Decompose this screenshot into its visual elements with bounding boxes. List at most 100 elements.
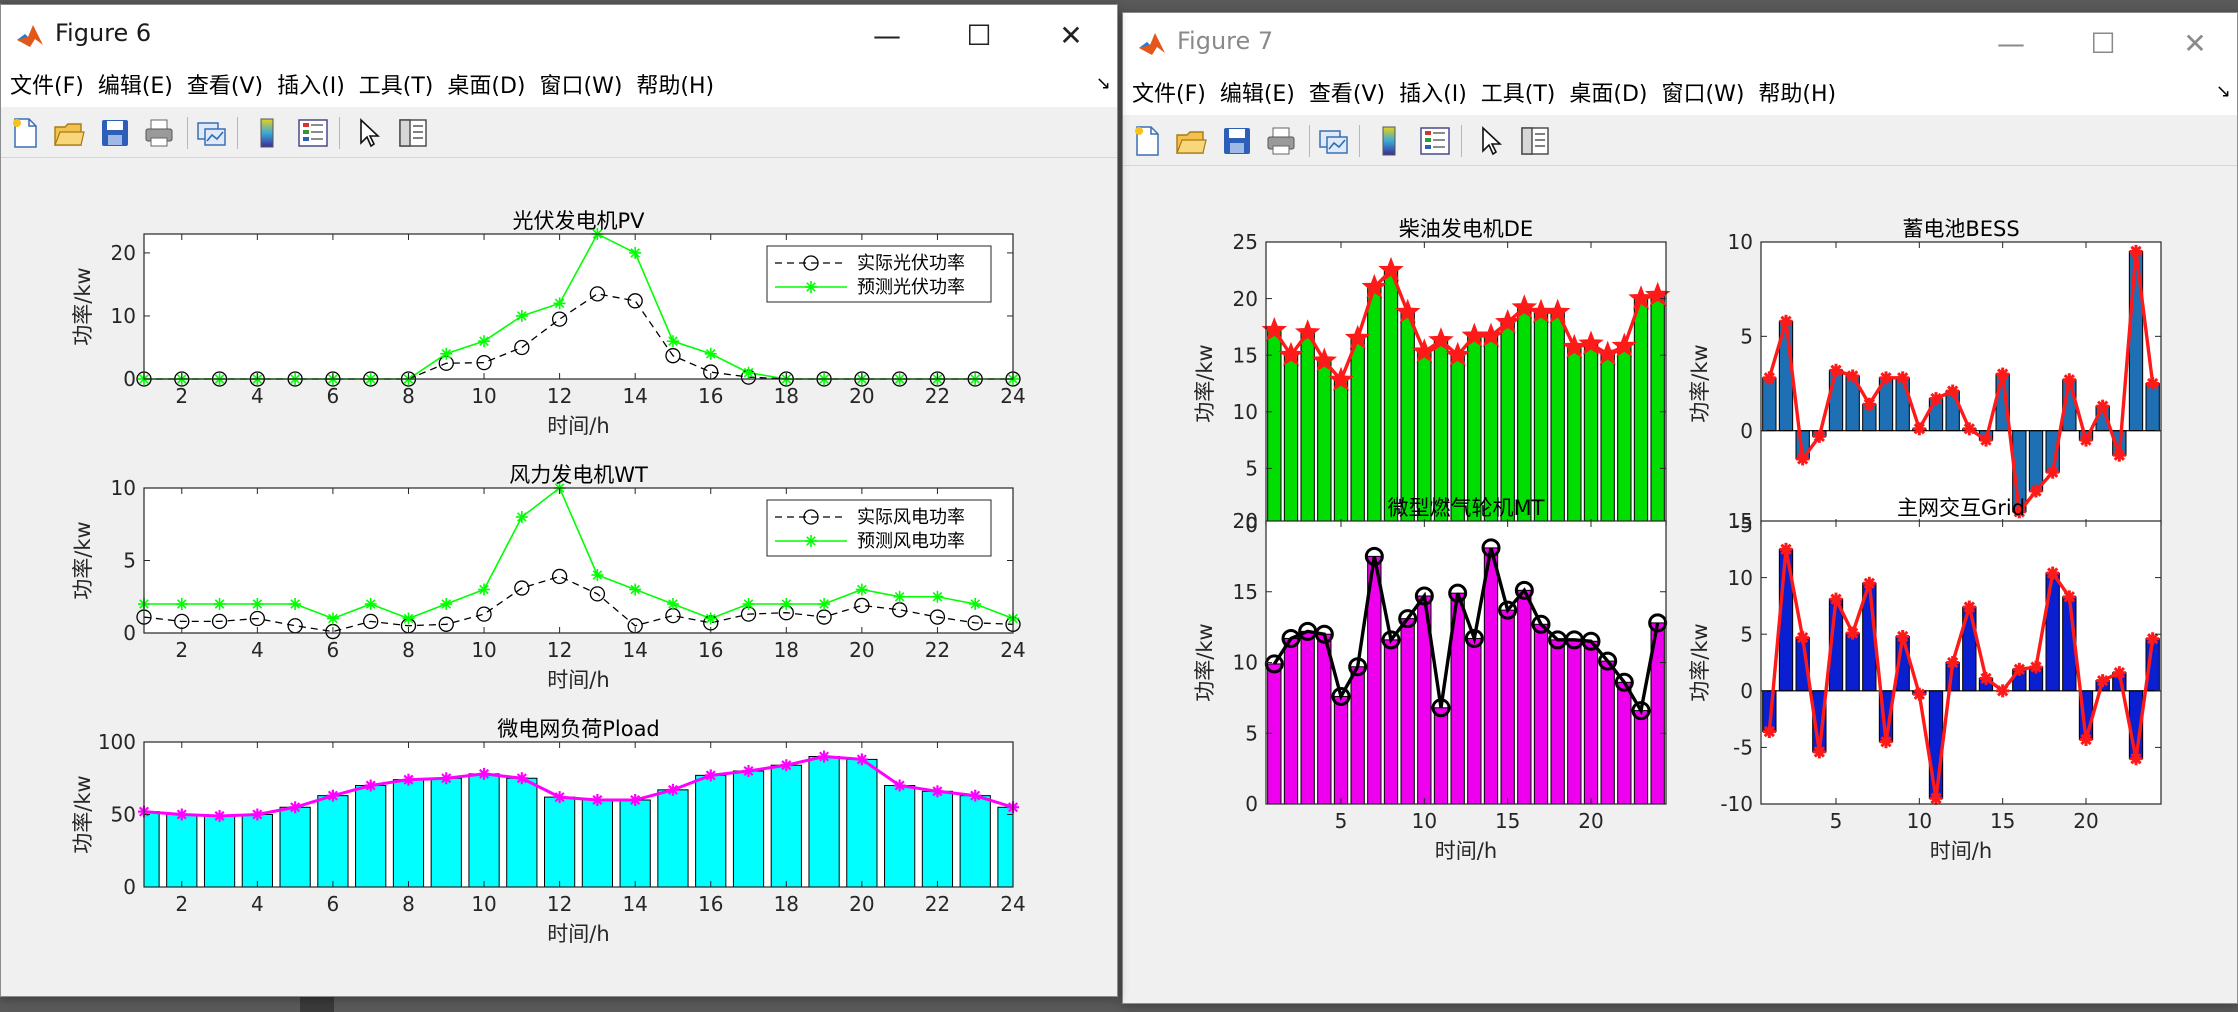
legend-icon[interactable] xyxy=(297,117,329,149)
menu-edit[interactable]: 编辑(E) xyxy=(97,74,173,99)
figure-6-titlebar[interactable]: Figure 6 — ☐ ✕ xyxy=(1,5,1117,67)
y-tick-label: 0 xyxy=(1245,792,1258,816)
menu-desktop[interactable]: 桌面(D) xyxy=(447,74,526,99)
x-tick-label: 24 xyxy=(1000,384,1025,408)
print-icon[interactable] xyxy=(1265,125,1297,157)
chart-title: 微电网负荷Pload xyxy=(497,717,660,741)
data-point xyxy=(855,583,868,596)
x-tick-label: 22 xyxy=(925,384,950,408)
data-point xyxy=(805,535,817,547)
menu-window[interactable]: 窗口(W) xyxy=(539,74,623,99)
data-point xyxy=(1846,626,1860,640)
bar xyxy=(884,785,916,888)
colorbar-icon[interactable] xyxy=(251,117,283,149)
data-point xyxy=(1762,725,1776,739)
new-figure-icon[interactable] xyxy=(1131,125,1163,157)
data-point xyxy=(2079,732,2093,746)
menu-window[interactable]: 窗口(W) xyxy=(1661,82,1745,107)
data-point xyxy=(805,281,817,293)
minimize-button[interactable]: — xyxy=(873,19,901,52)
minimize-button[interactable]: — xyxy=(1997,27,2025,60)
y-tick-label: 5 xyxy=(1740,325,1753,349)
data-point xyxy=(742,765,755,777)
save-icon[interactable] xyxy=(1221,125,1253,157)
menu-view[interactable]: 查看(V) xyxy=(1308,82,1386,107)
data-point xyxy=(2146,377,2160,390)
bar xyxy=(1383,639,1399,805)
menu-file[interactable]: 文件(F) xyxy=(1132,82,1206,107)
x-tick-label: 2 xyxy=(175,384,188,408)
data-point xyxy=(818,598,831,610)
data-point xyxy=(2112,448,2126,462)
menu-tools[interactable]: 工具(T) xyxy=(1480,82,1556,107)
save-icon[interactable] xyxy=(99,117,131,149)
print-icon[interactable] xyxy=(143,117,175,149)
data-point xyxy=(893,590,906,603)
maximize-button[interactable]: ☐ xyxy=(966,19,992,52)
dock-figure-icon[interactable]: ↘ xyxy=(1095,73,1111,94)
data-point xyxy=(440,598,453,610)
data-point xyxy=(1796,631,1810,645)
menu-edit[interactable]: 编辑(E) xyxy=(1219,82,1295,107)
figure-7-titlebar[interactable]: Figure 7 — ☐ ✕ xyxy=(1123,13,2237,75)
menu-desktop[interactable]: 桌面(D) xyxy=(1569,82,1648,107)
link-plot-icon[interactable] xyxy=(1317,125,1349,157)
data-point xyxy=(627,293,643,309)
open-file-icon[interactable] xyxy=(53,117,85,149)
data-point xyxy=(2096,674,2110,688)
maximize-button[interactable]: ☐ xyxy=(2090,27,2116,60)
data-point xyxy=(1996,367,2010,381)
dock-figure-icon[interactable]: ↘ xyxy=(2215,81,2231,102)
colorbar-icon[interactable] xyxy=(1373,125,1405,157)
chart-title: 风力发电机WT xyxy=(509,463,648,487)
bar xyxy=(1550,639,1565,805)
data-point xyxy=(1531,614,1551,634)
figure-7-canvas[interactable]: 51015200510152025柴油发电机DE时间/h功率/kw5101520… xyxy=(1123,166,2237,1004)
menu-tools[interactable]: 工具(T) xyxy=(358,74,434,99)
x-tick-label: 15 xyxy=(1990,809,2015,833)
data-point xyxy=(1829,363,1843,377)
data-point xyxy=(211,613,228,630)
new-figure-icon[interactable] xyxy=(9,117,41,149)
data-point xyxy=(1962,600,1976,614)
menu-file[interactable]: 文件(F) xyxy=(10,74,84,99)
data-point xyxy=(1762,371,1776,385)
figure-7-window[interactable]: Figure 7 — ☐ ✕ 文件(F) 编辑(E) 查看(V) 插入(I) 工具(T)… xyxy=(1122,12,2238,1004)
data-point xyxy=(363,613,379,630)
bar xyxy=(468,773,500,888)
property-inspector-icon[interactable] xyxy=(1519,125,1551,157)
pointer-icon[interactable] xyxy=(1475,125,1507,157)
chart-title: 主网交互Grid xyxy=(1897,496,2025,520)
y-axis-label: 功率/kw xyxy=(71,521,95,599)
close-button[interactable]: ✕ xyxy=(2183,27,2207,60)
data-point xyxy=(1428,327,1454,352)
data-point xyxy=(478,767,491,780)
close-button[interactable]: ✕ xyxy=(1059,19,1083,52)
data-point xyxy=(1498,600,1518,620)
bar xyxy=(1317,360,1332,526)
bar xyxy=(1928,690,1944,799)
property-inspector-icon[interactable] xyxy=(397,117,429,149)
menu-help[interactable]: 帮助(H) xyxy=(1758,82,1837,107)
data-point xyxy=(476,354,492,371)
menu-insert[interactable]: 插入(I) xyxy=(277,74,345,99)
pointer-icon[interactable] xyxy=(353,117,385,149)
data-point xyxy=(803,255,819,271)
data-point xyxy=(629,794,642,806)
x-tick-label: 18 xyxy=(774,892,799,916)
link-plot-icon[interactable] xyxy=(195,117,227,149)
bar xyxy=(657,789,689,888)
legend-icon[interactable] xyxy=(1419,125,1451,157)
open-file-icon[interactable] xyxy=(1175,125,1207,157)
figure-6-window[interactable]: Figure 6 — ☐ ✕ 文件(F) 编辑(E) 查看(V) 插入(I) 工具(T)… xyxy=(0,4,1118,997)
bar xyxy=(203,815,236,888)
menu-view[interactable]: 查看(V) xyxy=(186,74,264,99)
data-point xyxy=(666,598,679,610)
menu-help[interactable]: 帮助(H) xyxy=(636,74,715,99)
data-point xyxy=(591,569,604,581)
menu-insert[interactable]: 插入(I) xyxy=(1399,82,1467,107)
x-tick-label: 4 xyxy=(251,638,264,662)
bar xyxy=(1350,337,1365,526)
